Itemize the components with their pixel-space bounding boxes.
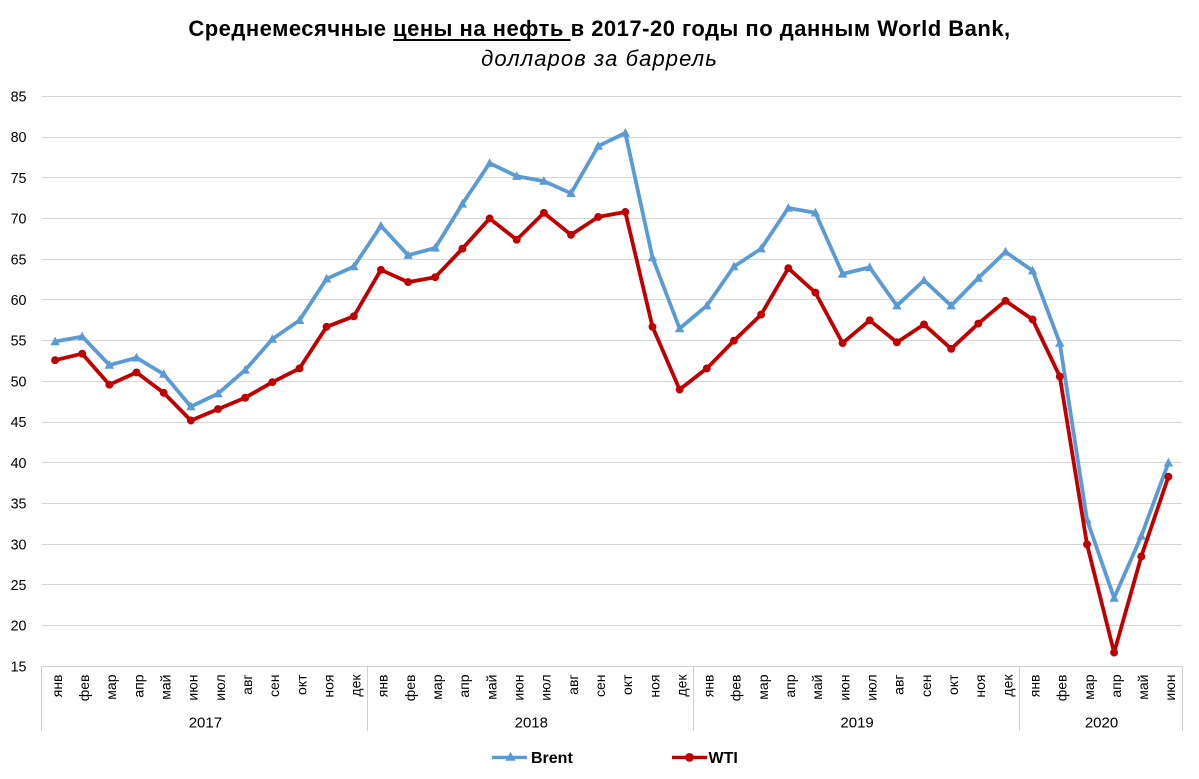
svg-text:2020: 2020 bbox=[1085, 715, 1118, 732]
svg-text:2017: 2017 bbox=[189, 715, 222, 732]
svg-text:июн: июн bbox=[511, 675, 527, 701]
svg-text:20: 20 bbox=[11, 619, 27, 635]
svg-text:июл: июл bbox=[864, 675, 880, 701]
svg-text:фев: фев bbox=[728, 675, 744, 702]
svg-text:25: 25 bbox=[11, 578, 27, 594]
svg-text:июн: июн bbox=[836, 675, 852, 701]
svg-text:55: 55 bbox=[11, 334, 27, 350]
svg-text:60: 60 bbox=[11, 293, 27, 309]
svg-text:янв: янв bbox=[375, 675, 391, 698]
svg-text:дек: дек bbox=[348, 674, 364, 697]
svg-text:авг: авг bbox=[565, 675, 581, 695]
svg-text:40: 40 bbox=[11, 456, 27, 472]
svg-text:окт: окт bbox=[619, 674, 635, 695]
svg-text:сен: сен bbox=[592, 675, 608, 698]
svg-text:35: 35 bbox=[11, 497, 27, 513]
svg-text:2019: 2019 bbox=[840, 715, 873, 732]
svg-text:80: 80 bbox=[11, 130, 27, 146]
svg-text:65: 65 bbox=[11, 252, 27, 268]
svg-text:май: май bbox=[483, 675, 499, 700]
svg-text:15: 15 bbox=[11, 659, 27, 675]
svg-text:30: 30 bbox=[11, 537, 27, 553]
svg-text:фев: фев bbox=[1054, 675, 1070, 702]
svg-text:75: 75 bbox=[11, 171, 27, 187]
svg-text:WTI: WTI bbox=[709, 750, 738, 767]
svg-text:окт: окт bbox=[293, 674, 309, 695]
svg-text:май: май bbox=[1135, 675, 1151, 700]
svg-text:2018: 2018 bbox=[515, 715, 548, 732]
svg-text:мар: мар bbox=[1081, 674, 1097, 699]
svg-text:фев: фев bbox=[402, 675, 418, 702]
svg-text:июн: июн bbox=[1162, 675, 1178, 701]
svg-text:сен: сен bbox=[266, 675, 282, 698]
svg-text:авг: авг bbox=[891, 675, 907, 695]
svg-text:фев: фев bbox=[76, 675, 92, 702]
svg-text:дек: дек bbox=[673, 674, 689, 697]
svg-text:апр: апр bbox=[782, 674, 798, 697]
svg-text:мар: мар bbox=[429, 674, 445, 699]
svg-text:окт: окт bbox=[945, 674, 961, 695]
svg-text:мар: мар bbox=[755, 674, 771, 699]
svg-text:мар: мар bbox=[103, 674, 119, 699]
svg-text:янв: янв bbox=[1026, 675, 1042, 698]
svg-text:ноя: ноя bbox=[972, 675, 988, 698]
svg-text:85: 85 bbox=[11, 89, 27, 105]
svg-text:сен: сен bbox=[918, 675, 934, 698]
svg-text:апр: апр bbox=[1108, 674, 1124, 697]
svg-text:дек: дек bbox=[999, 674, 1015, 697]
svg-text:Brent: Brent bbox=[531, 750, 573, 767]
svg-text:авг: авг bbox=[239, 675, 255, 695]
svg-text:50: 50 bbox=[11, 374, 27, 390]
svg-text:май: май bbox=[809, 675, 825, 700]
svg-text:янв: янв bbox=[49, 675, 65, 698]
svg-text:июл: июл bbox=[538, 675, 554, 701]
svg-text:апр: апр bbox=[130, 674, 146, 697]
svg-text:май: май bbox=[158, 675, 174, 700]
svg-text:70: 70 bbox=[11, 212, 27, 228]
svg-text:ноя: ноя bbox=[646, 675, 662, 698]
svg-text:янв: янв bbox=[701, 675, 717, 698]
svg-text:апр: апр bbox=[456, 674, 472, 697]
svg-text:июл: июл bbox=[212, 675, 228, 701]
svg-text:июн: июн bbox=[185, 675, 201, 701]
svg-text:ноя: ноя bbox=[320, 675, 336, 698]
svg-text:45: 45 bbox=[11, 415, 27, 431]
